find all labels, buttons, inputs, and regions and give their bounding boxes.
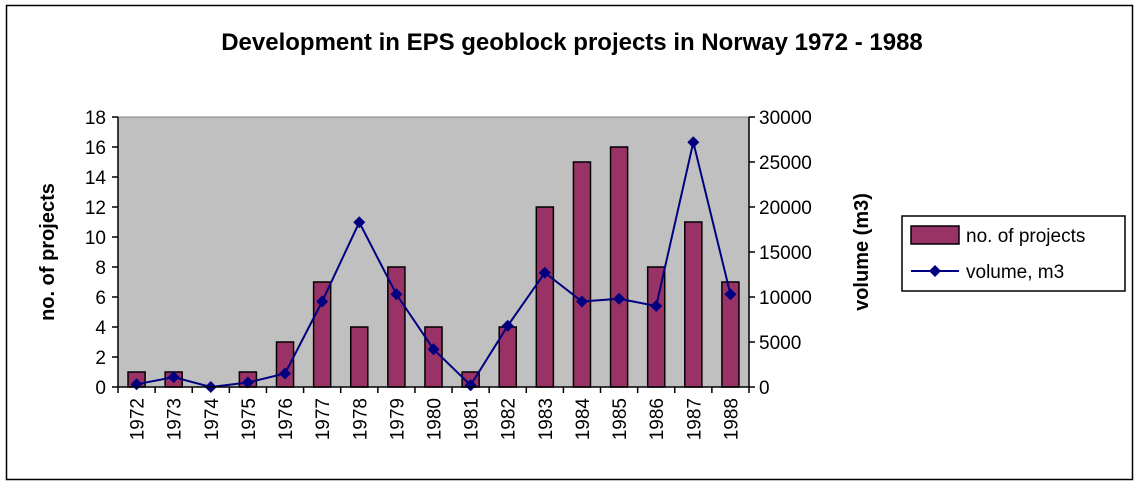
- bar-1984: [572, 161, 592, 388]
- x-tick-label: 1973: [165, 398, 186, 440]
- x-axis-ticks: 1972 1973 1974 1975 1976 1977 1978 1979 1980 1981…: [117, 387, 750, 441]
- bar-1983: [535, 206, 555, 388]
- x-tick-label: 1983: [536, 398, 557, 440]
- x-tick-label: 1976: [276, 398, 297, 440]
- left-tick-label: 12: [85, 198, 106, 219]
- right-tick-label: 0: [759, 378, 770, 399]
- right-tick-label: 20000: [759, 198, 812, 219]
- x-tick-label: 1987: [684, 398, 705, 440]
- volume-line-layer: [130, 136, 737, 393]
- volume-point-1982: [501, 319, 514, 332]
- volume-point-1984: [575, 295, 588, 308]
- x-tick-label: 1972: [128, 398, 149, 440]
- right-tick-label: 5000: [759, 333, 801, 354]
- bar-1986: [646, 266, 666, 388]
- x-tick-label: 1986: [647, 398, 668, 440]
- volume-point-1988: [724, 288, 737, 301]
- volume-point-1987: [687, 136, 700, 149]
- left-tick-label: 10: [85, 228, 106, 249]
- volume-point-1978: [353, 216, 366, 229]
- x-tick-label: 1974: [202, 398, 223, 441]
- y-axis-title: no. of projects: [37, 183, 59, 321]
- x-tick-label: 1982: [499, 398, 520, 440]
- volume-point-1986: [650, 300, 663, 312]
- volume-point-1977: [316, 295, 329, 308]
- right-tick-label: 10000: [759, 288, 812, 309]
- left-tick-label: 2: [95, 348, 106, 369]
- left-tick-label: 4: [95, 318, 106, 339]
- legend-swatch-projects: [910, 225, 960, 245]
- bar-1985: [609, 146, 629, 388]
- x-tick-label: 1981: [462, 398, 483, 440]
- chart-title: Development in EPS geoblock projects in …: [221, 29, 923, 56]
- right-tick-label: 25000: [759, 153, 812, 174]
- left-tick-label: 8: [95, 258, 106, 279]
- left-axis-ticks: 0 2 4 6 8 10 12 14 16 18: [85, 108, 118, 399]
- volume-point-1983: [538, 266, 551, 279]
- bar-1979: [387, 266, 406, 388]
- x-tick-label: 1979: [387, 398, 408, 440]
- bar-1976: [275, 341, 295, 388]
- bar-1980: [424, 326, 443, 388]
- left-tick-label: 6: [95, 288, 106, 309]
- volume-point-1980: [427, 343, 440, 356]
- right-axis-ticks: 0 5000 10000 15000 20000 25000 30000: [749, 108, 812, 399]
- right-tick-label: 15000: [759, 243, 812, 264]
- left-tick-label: 16: [85, 138, 106, 159]
- x-tick-label: 1984: [573, 398, 594, 441]
- x-tick-label: 1975: [239, 398, 260, 440]
- bar-1987: [684, 221, 703, 388]
- x-tick-label: 1978: [350, 398, 371, 440]
- legend-label-volume: volume, m3: [966, 262, 1064, 283]
- legend-label-projects: no. of projects: [966, 226, 1085, 247]
- x-tick-label: 1977: [313, 398, 334, 440]
- bar-1978: [349, 326, 369, 388]
- left-tick-label: 0: [95, 378, 106, 399]
- left-tick-label: 18: [85, 108, 106, 129]
- left-tick-label: 14: [85, 168, 107, 189]
- x-tick-label: 1980: [425, 398, 446, 440]
- legend-swatch-volume-marker: [929, 265, 941, 277]
- volume-point-1979: [390, 288, 403, 301]
- y2-axis-title: volume (m3): [851, 193, 873, 311]
- volume-point-1976: [279, 367, 292, 380]
- volume-point-1973: [167, 371, 180, 384]
- x-tick-label: 1985: [610, 398, 631, 440]
- legend: no. of projects volume, m3: [901, 215, 1126, 292]
- x-tick-label: 1988: [721, 398, 742, 440]
- volume-point-1981: [464, 379, 477, 392]
- volume-point-1975: [241, 376, 254, 389]
- volume-point-1985: [613, 292, 626, 305]
- right-tick-label: 30000: [759, 108, 812, 129]
